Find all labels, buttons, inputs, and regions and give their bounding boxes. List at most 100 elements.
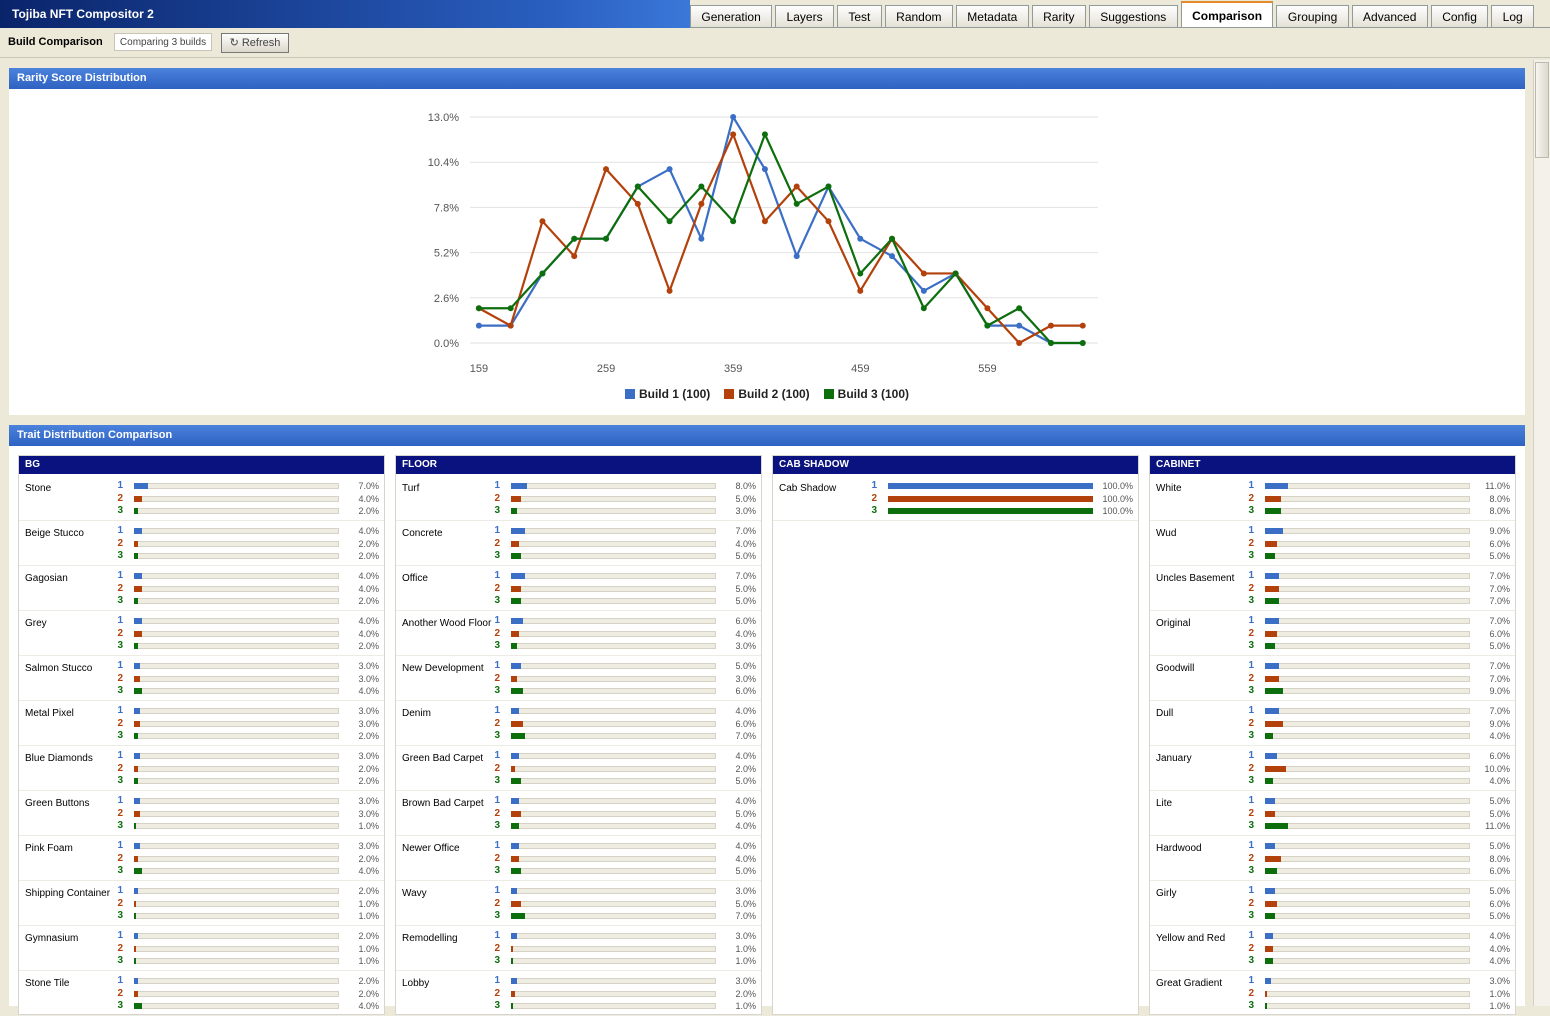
build-label: 2 [117,627,123,639]
build-label: 3 [1248,820,1254,832]
bar-track [134,778,339,785]
bar-track [1265,720,1470,727]
value-label: 4.0% [735,628,756,639]
tab[interactable]: Rarity [1031,5,1086,27]
data-point [475,305,482,312]
build-label: 2 [117,582,123,594]
value-label: 5.0% [1489,808,1510,819]
data-point [1016,340,1023,346]
value-label: 9.0% [1489,526,1510,536]
value-label: 6.0% [1489,628,1510,639]
tab[interactable]: Layers [775,5,834,27]
trait-bar [888,508,1093,515]
value-label: 1.0% [358,911,379,922]
value-label: 3.0% [358,661,379,671]
data-point [761,218,768,225]
bar-track [134,733,339,740]
bar-track [511,528,716,534]
trait-bar [511,1003,514,1010]
tab[interactable]: Comparison [1180,1,1274,27]
build-label: 1 [1248,750,1254,761]
trait-row: January 1 6.0% 2 10.0% 3 4.0% [1150,746,1515,791]
bar-track [134,573,339,579]
bar-track [134,913,339,920]
trait-bar [1265,958,1274,965]
bar-track [134,618,339,624]
tab[interactable]: Metadata [955,5,1029,27]
data-point [1079,322,1086,329]
trait-bar [511,540,520,547]
build-label: 1 [494,570,500,581]
bar-track [511,585,716,592]
trait-row: Office 1 7.0% 2 5.0% 3 5.0% [396,566,761,611]
build-label: 2 [494,762,500,774]
tab[interactable]: Log [1491,5,1535,27]
trait-bar [1265,990,1268,997]
value-label: 6.0% [735,718,756,729]
trait-bar [1265,945,1274,952]
trait-bar [1265,933,1274,939]
data-point [952,270,959,277]
scrollbar[interactable] [1533,60,1550,1006]
tab[interactable]: Random [884,5,953,27]
build-label: 3 [117,955,123,967]
value-label: 4.0% [735,796,756,806]
trait-bar [134,823,137,830]
trait-bar [134,855,139,862]
build-label: 2 [117,717,123,729]
value-label: 4.0% [1489,943,1510,954]
build-label: 2 [494,672,500,684]
build-label: 1 [117,840,123,851]
trait-row: Lite 1 5.0% 2 5.0% 3 11.0% [1150,791,1515,836]
build-label: 3 [494,730,500,742]
value-label: 6.0% [1489,751,1510,761]
trait-bar [511,798,520,804]
value-label: 4.0% [735,706,756,716]
trait-name: Stone Tile [25,978,70,989]
value-label: 5.0% [1489,796,1510,806]
tab[interactable]: Suggestions [1088,5,1178,27]
trait-bar [1265,553,1276,560]
trait-bar [1265,913,1276,920]
trait-group: FLOOR Turf 1 8.0% 2 5.0% 3 3.0% Concrete 1 7.0% 2 4.… [395,455,762,1016]
trait-name: Dull [1156,708,1174,719]
bar-track [511,900,716,907]
refresh-button[interactable]: ↻ Refresh [221,33,289,53]
bar-track [134,675,339,682]
y-tick-label: 10.4% [428,157,459,169]
trait-bar [134,733,139,740]
x-tick-label: 559 [978,363,996,375]
tab[interactable]: Config [1430,5,1489,27]
value-label: 4.0% [1489,931,1510,941]
trait-bar [1265,855,1282,862]
value-label: 5.0% [1489,911,1510,922]
bar-track [511,778,716,785]
bar-track [134,663,339,669]
scroll-thumb[interactable] [1535,62,1549,158]
bar-track [1265,978,1470,984]
trait-name: Remodelling [402,933,458,944]
bar-track [511,630,716,637]
trait-group: CAB SHADOW Cab Shadow 1 100.0% 2 100.0% 3 100.0… [772,455,1139,1015]
bar-track [1265,483,1470,489]
trait-row: Beige Stucco 1 4.0% 2 2.0% 3 2.0% [19,521,384,566]
trait-bar [134,643,139,650]
trait-bar [134,495,143,502]
trait-name: Gagosian [25,573,68,584]
tab[interactable]: Advanced [1351,5,1428,27]
build-label: 2 [1248,852,1254,864]
tab[interactable]: Test [836,5,882,27]
trait-row: Pink Foam 1 3.0% 2 2.0% 3 4.0% [19,836,384,881]
bar-track [1265,1003,1470,1010]
tab[interactable]: Generation [690,5,773,27]
build-label: 3 [1248,505,1254,517]
trait-bar [1265,753,1278,759]
data-point [634,183,641,190]
series-line [478,115,1083,345]
value-label: 4.0% [358,616,379,626]
refresh-icon: ↻ [229,37,239,49]
build-label: 3 [1248,685,1254,697]
tab[interactable]: Grouping [1276,5,1349,27]
data-point [730,218,737,225]
value-label: 2.0% [358,641,379,652]
